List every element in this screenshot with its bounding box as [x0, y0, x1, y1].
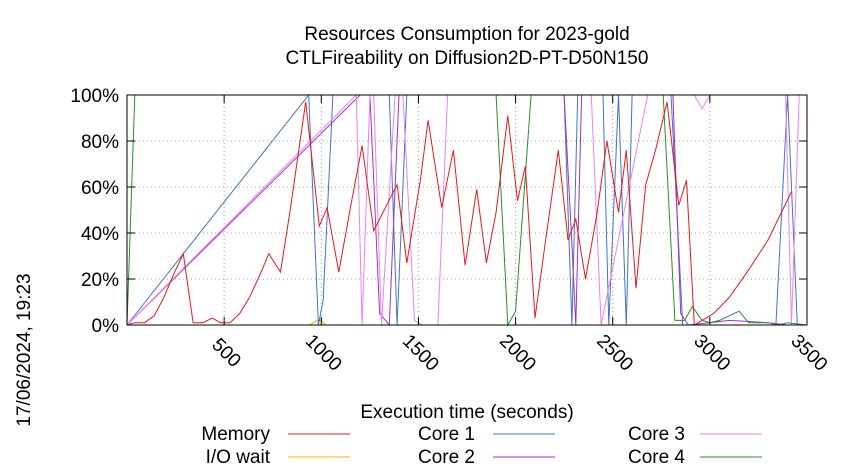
series-layer — [126, 93, 808, 327]
x-tick-label: 3000 — [689, 331, 734, 376]
chart-subtitle: CTLFireability on Diffusion2D-PT-D50N150 — [286, 48, 649, 69]
x-tick-label: 2500 — [592, 331, 637, 376]
series-line-core-2 — [126, 94, 807, 327]
y-tick-label: 40% — [81, 224, 119, 245]
y-tick-label: 80% — [81, 132, 119, 153]
series-line-core-1 — [126, 93, 807, 326]
legend-label-core-1: Core 1 — [418, 424, 475, 445]
series-line-memory — [126, 101, 792, 326]
x-tick-label: 1000 — [301, 331, 346, 376]
y-tick-label: 20% — [81, 270, 119, 291]
axes: 0% 20% 40% 60% 80% 100% 500 1000 1500 2000 2500 300… — [70, 86, 831, 375]
legend-label-core-3: Core 3 — [628, 424, 685, 445]
x-tick-label: 2000 — [495, 331, 540, 376]
legend-label-io-wait: I/O wait — [206, 447, 271, 468]
x-tick-label: 500 — [207, 334, 244, 371]
series-line-core-3 — [126, 93, 807, 326]
x-axis-label: Execution time (seconds) — [360, 402, 573, 423]
x-tick-label: 1500 — [398, 331, 443, 376]
x-tick-label: 3500 — [787, 331, 832, 376]
side-label: 17/06/2024, 19:23 — [14, 273, 35, 426]
plot-frame — [126, 94, 808, 326]
chart-title: Resources Consumption for 2023-gold — [304, 24, 629, 45]
grid — [127, 94, 808, 326]
series-line-core-4 — [126, 94, 808, 327]
y-tick-label: 100% — [70, 86, 119, 107]
y-tick-label: 0% — [92, 316, 120, 337]
y-tick-label: 60% — [81, 178, 119, 199]
legend-label-core-4: Core 4 — [628, 447, 685, 468]
legend-label-core-2: Core 2 — [418, 447, 475, 468]
legend: Memory I/O wait Core 1 Core 2 Core 3 Cor… — [201, 424, 762, 468]
legend-label-memory: Memory — [201, 424, 270, 445]
